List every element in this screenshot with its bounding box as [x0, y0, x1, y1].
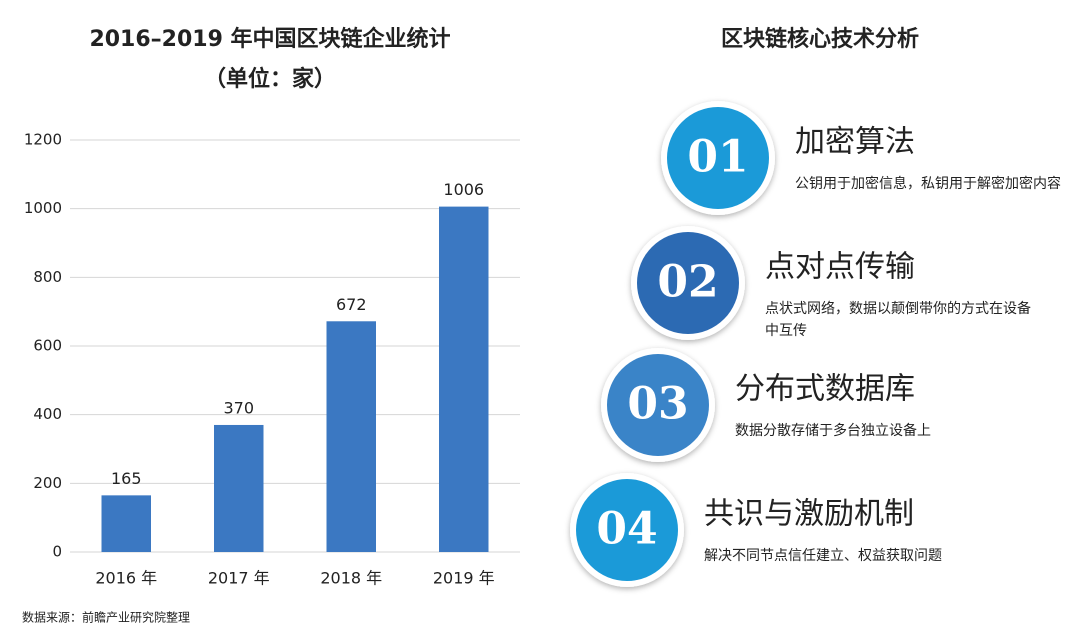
data-label: 1006 [443, 180, 484, 199]
y-tick-label: 200 [33, 474, 62, 492]
item-title: 共识与激励机制 [704, 497, 914, 532]
item-description: 点状式网络，数据以颠倒带你的方式在设备中互传 [765, 301, 1031, 339]
x-tick-label: 2017 年 [208, 569, 270, 588]
panel-title: 区块链核心技术分析 [721, 26, 919, 52]
bar [214, 424, 264, 552]
badge [667, 107, 769, 209]
item-description: 数据分散存储于多台独立设备上 [735, 423, 931, 439]
badge-number: 04 [596, 504, 657, 555]
badge [576, 479, 678, 581]
bar [326, 321, 376, 552]
item-title: 加密算法 [795, 125, 915, 160]
badge-number: 01 [687, 132, 748, 183]
item-title: 点对点传输 [765, 250, 915, 285]
bar [439, 206, 489, 552]
y-tick-label: 1000 [24, 199, 62, 217]
badge-number: 02 [657, 257, 718, 308]
chart-title: 2016–2019 年中国区块链企业统计 [89, 26, 450, 52]
item-description: 公钥用于加密信息，私钥用于解密加密内容 [795, 176, 1061, 192]
bar [101, 495, 151, 552]
badge-number: 03 [627, 379, 688, 430]
y-tick-label: 800 [33, 268, 62, 286]
x-tick-label: 2019 年 [433, 569, 495, 588]
item-title: 分布式数据库 [735, 372, 915, 407]
badge [637, 232, 739, 334]
y-tick-label: 0 [52, 543, 62, 561]
data-label: 165 [111, 469, 142, 488]
item-description: 解决不同节点信任建立、权益获取问题 [704, 548, 942, 564]
data-label: 672 [336, 295, 367, 314]
x-tick-label: 2016 年 [95, 569, 157, 588]
chart-subtitle: （单位：家） [204, 66, 336, 92]
x-tick-label: 2018 年 [320, 569, 382, 588]
y-tick-label: 400 [33, 405, 62, 423]
y-tick-label: 1200 [24, 131, 62, 149]
badge [607, 354, 709, 456]
source: 数据来源：前瞻产业研究院整理 [22, 610, 190, 625]
y-tick-label: 600 [33, 337, 62, 355]
data-label: 370 [223, 398, 254, 417]
